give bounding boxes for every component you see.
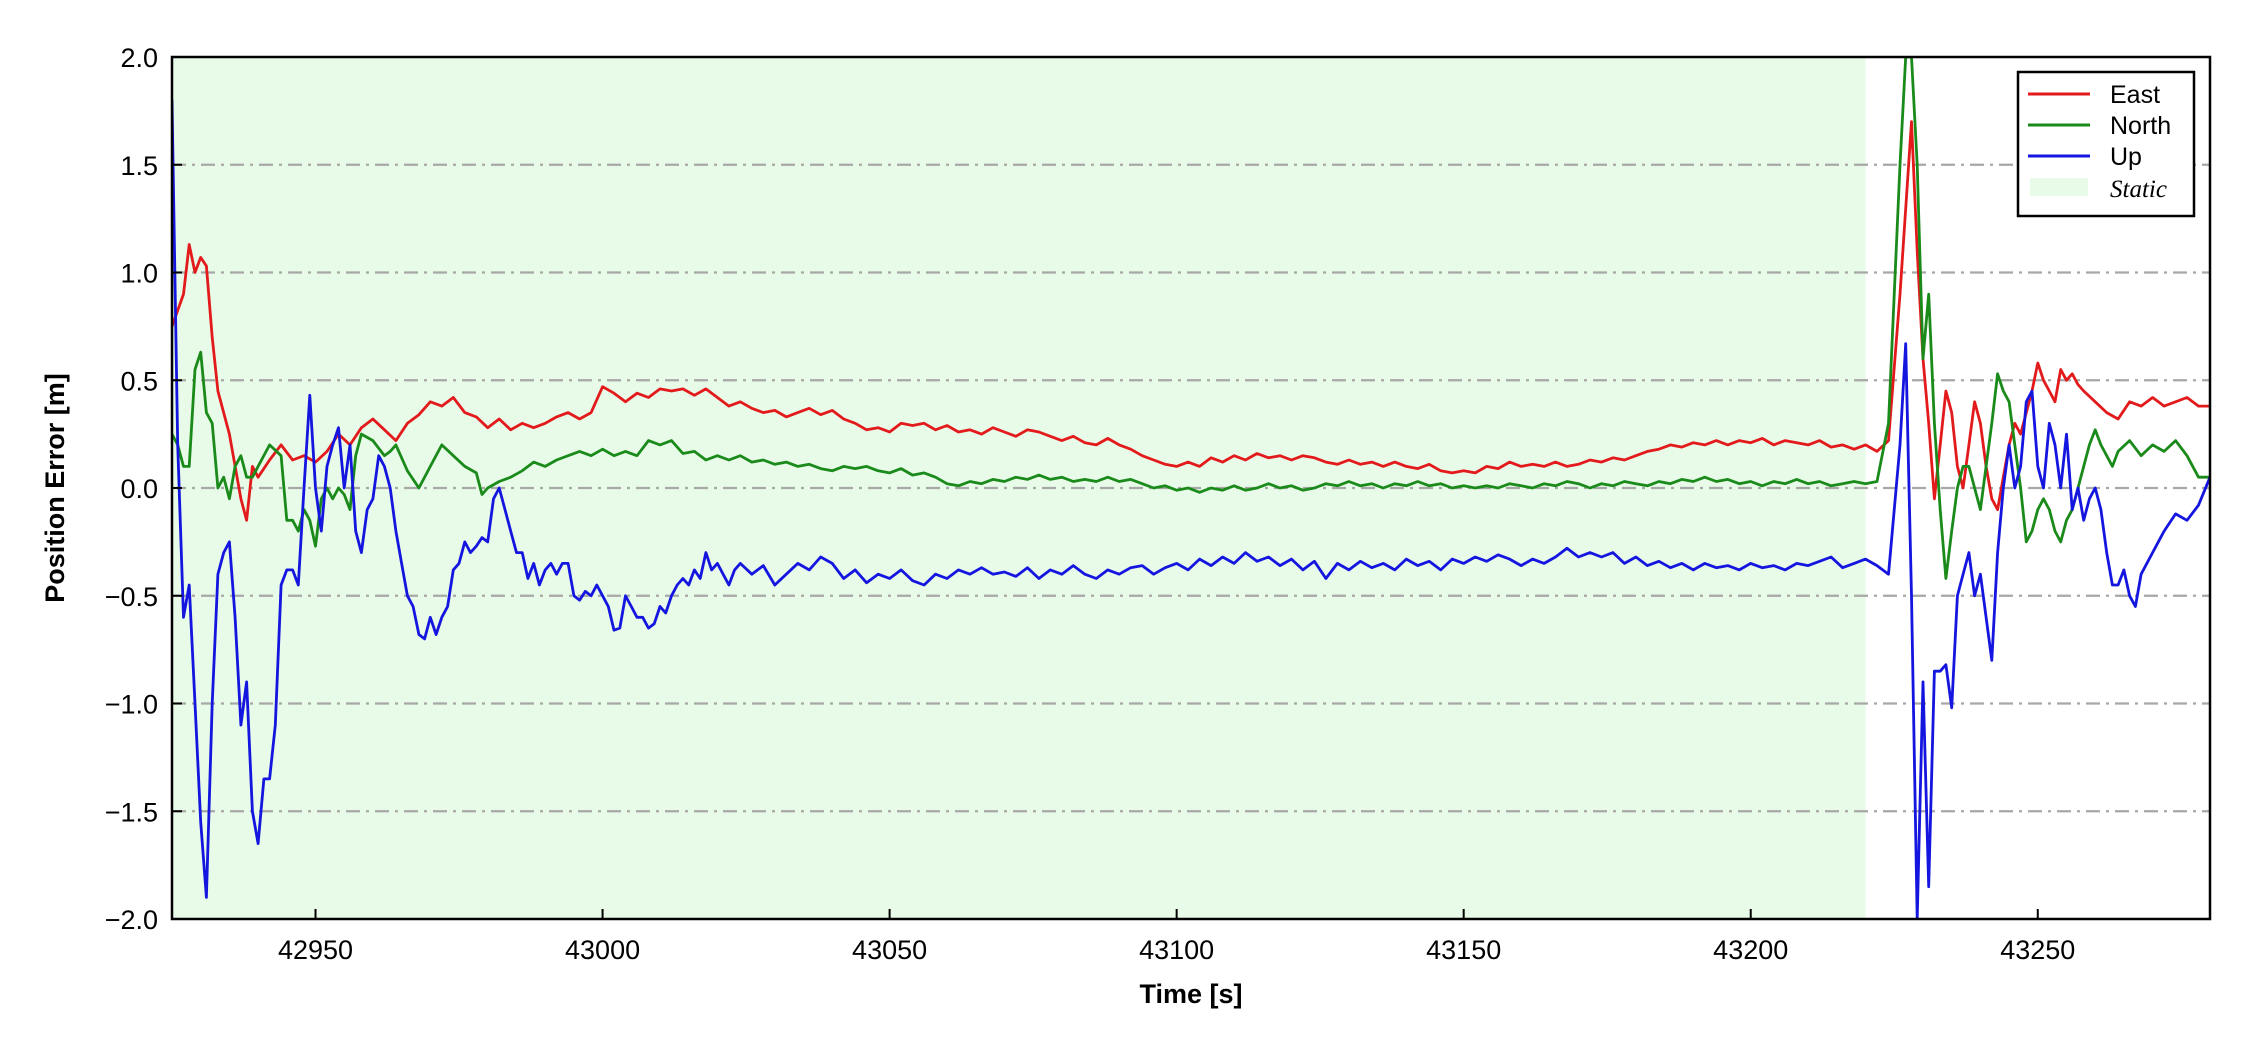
x-tick-label-1: 43000 xyxy=(565,935,640,965)
y-tick-label-5: 0.5 xyxy=(120,366,158,396)
legend-label-up: Up xyxy=(2110,143,2142,171)
legend: East North Up Static xyxy=(2016,70,2196,218)
legend-swatch-static xyxy=(2030,178,2088,196)
y-tick-label-4: 0.0 xyxy=(120,474,158,504)
y-tick-label-8: 2.0 xyxy=(120,43,158,73)
y-tick-label-7: 1.5 xyxy=(120,151,158,181)
x-tick-label-5: 43200 xyxy=(1713,935,1788,965)
tick-layer: 42950 43000 43050 43100 43150 43200 43250 −2.0 −… xyxy=(105,43,2076,965)
x-tick-label-0: 42950 xyxy=(278,935,353,965)
x-tick-label-6: 43250 xyxy=(2000,935,2075,965)
series-layer xyxy=(172,57,2210,919)
series-line-east xyxy=(172,120,2210,522)
y-tick-label-0: −2.0 xyxy=(105,905,158,935)
legend-label-north: North xyxy=(2110,112,2171,140)
y-tick-label-1: −1.5 xyxy=(105,797,158,827)
legend-label-east: East xyxy=(2110,81,2160,109)
x-tick-label-3: 43100 xyxy=(1139,935,1214,965)
x-tick-label-4: 43150 xyxy=(1426,935,1501,965)
y-tick-label-6: 1.0 xyxy=(120,259,158,289)
series-line-up xyxy=(172,100,2210,919)
y-axis-title: Position Error [m] xyxy=(40,373,70,603)
x-tick-label-2: 43050 xyxy=(852,935,927,965)
y-tick-label-2: −1.0 xyxy=(105,690,158,720)
y-tick-label-3: −0.5 xyxy=(105,582,158,612)
x-axis-title: Time [s] xyxy=(1139,979,1242,1009)
legend-label-static: Static xyxy=(2110,176,2167,203)
series-line-north xyxy=(172,57,2210,580)
